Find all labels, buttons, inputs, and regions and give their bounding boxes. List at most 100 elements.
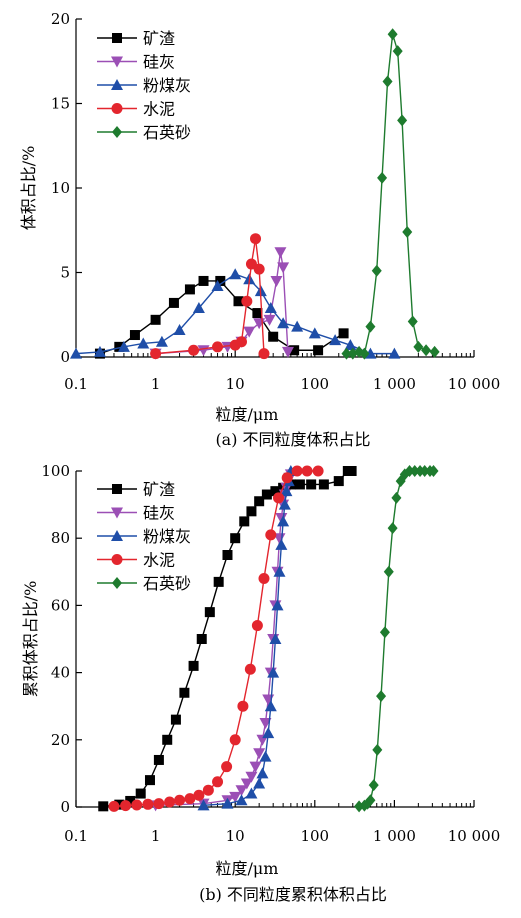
- data-point: [379, 626, 390, 639]
- data-point: [114, 799, 125, 810]
- data-point: [135, 788, 146, 799]
- data-point: [114, 341, 125, 352]
- data-point: [258, 573, 270, 585]
- data-point: [365, 794, 376, 807]
- data-point: [402, 225, 413, 238]
- data-point: [397, 114, 408, 127]
- data-point: [270, 486, 281, 497]
- data-point: [174, 794, 186, 806]
- data-point: [281, 472, 293, 484]
- data-point: [263, 314, 276, 326]
- data-point: [202, 784, 214, 796]
- data-point: [383, 565, 394, 578]
- data-point: [246, 506, 257, 517]
- legend-marker: [111, 56, 123, 68]
- data-point: [197, 799, 210, 811]
- series-line: [358, 470, 434, 808]
- data-point: [346, 466, 357, 476]
- y-axis-label: 体积占比/%: [19, 146, 38, 231]
- legend-label: 石英砂: [143, 574, 191, 593]
- x-tick-label: 1: [151, 375, 161, 393]
- data-point: [245, 771, 258, 783]
- data-point: [70, 347, 82, 359]
- data-point: [229, 791, 242, 803]
- series-3: [108, 465, 324, 812]
- x-tick-label: 1 000: [373, 827, 416, 845]
- data-point: [150, 314, 161, 325]
- data-point: [253, 777, 266, 789]
- y-axis-label: 累积体积占比/%: [21, 581, 40, 698]
- data-point: [142, 798, 154, 810]
- y-tick-label: 15: [51, 95, 70, 113]
- x-axis-label: 粒度/μm: [216, 859, 279, 878]
- legend-marker: [111, 79, 123, 90]
- legend-label: 矿渣: [143, 480, 175, 499]
- y-tick-label: 20: [51, 731, 70, 749]
- data-point: [120, 800, 132, 812]
- legend-label: 粉煤灰: [143, 527, 191, 546]
- data-point: [407, 315, 418, 328]
- data-point: [204, 607, 215, 618]
- data-point: [387, 28, 398, 41]
- data-point: [270, 275, 283, 287]
- data-point: [388, 347, 401, 359]
- legend-marker: [112, 577, 122, 589]
- data-point: [372, 743, 383, 756]
- data-point: [245, 787, 258, 799]
- series-3: [150, 233, 270, 360]
- data-point: [275, 538, 288, 550]
- data-point: [365, 320, 376, 333]
- data-point: [382, 75, 393, 88]
- data-point: [392, 45, 403, 58]
- data-point: [261, 489, 272, 500]
- data-point: [131, 799, 143, 811]
- data-point: [253, 748, 266, 760]
- data-point: [221, 761, 233, 773]
- data-point: [222, 550, 233, 560]
- data-point: [179, 687, 190, 698]
- data-point: [252, 308, 263, 319]
- legend-label: 粉煤灰: [143, 76, 191, 95]
- data-point: [250, 233, 262, 245]
- data-point: [268, 331, 279, 342]
- x-tick-label: 100: [300, 375, 329, 393]
- legend-marker: [111, 103, 123, 114]
- data-point: [129, 330, 140, 341]
- data-point: [329, 334, 342, 346]
- data-point: [168, 297, 179, 308]
- data-point: [249, 761, 262, 773]
- y-tick-label: 20: [51, 10, 70, 28]
- data-point: [265, 529, 277, 541]
- x-tick-label: 0.1: [64, 827, 88, 845]
- data-point: [237, 700, 249, 712]
- data-point: [273, 565, 286, 577]
- data-point: [213, 576, 224, 587]
- data-point: [308, 327, 321, 339]
- x-tick-label: 10 000: [448, 827, 501, 845]
- series-line: [155, 238, 265, 355]
- data-point: [419, 465, 430, 477]
- chart-caption: (b) 不同粒度累积体积占比: [199, 885, 387, 904]
- data-point: [341, 347, 352, 360]
- data-point: [291, 465, 303, 477]
- data-point: [256, 767, 269, 779]
- data-point: [188, 344, 200, 356]
- data-point: [344, 339, 357, 351]
- data-point: [240, 778, 253, 790]
- data-point: [271, 599, 284, 611]
- legend-marker: [112, 33, 122, 43]
- data-point: [289, 345, 300, 356]
- data-point: [241, 295, 253, 307]
- series-4: [341, 28, 440, 360]
- data-point: [376, 690, 387, 703]
- data-point: [239, 516, 250, 527]
- data-point: [264, 301, 277, 313]
- data-point: [278, 498, 291, 510]
- x-axis-label: 粒度/μm: [216, 405, 279, 424]
- legend-label: 水泥: [143, 551, 175, 570]
- data-point: [244, 663, 256, 675]
- series-line: [99, 280, 344, 355]
- data-point: [277, 262, 290, 274]
